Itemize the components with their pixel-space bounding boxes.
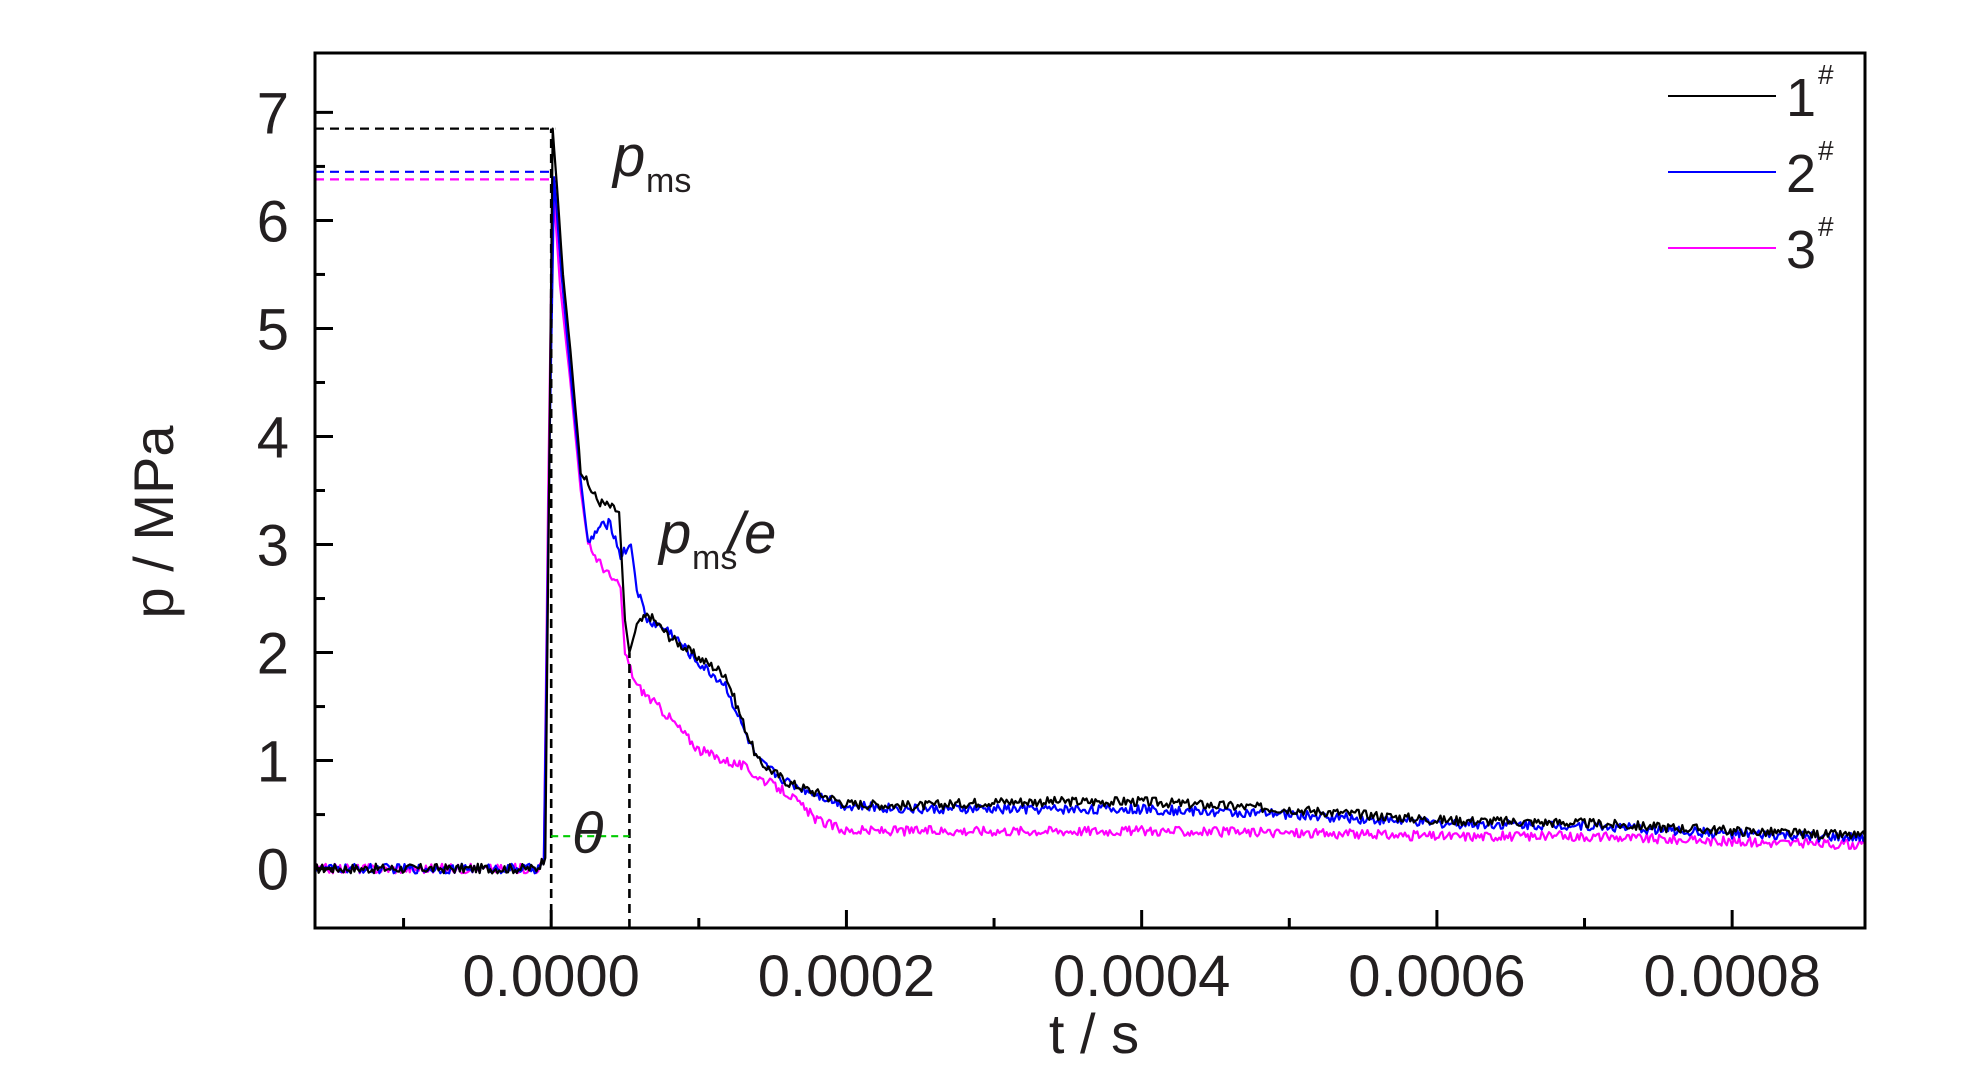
x-tick-label: 0.0004 — [1053, 944, 1230, 1009]
x-tick-label: 0.0000 — [462, 944, 639, 1009]
legend-item-2: 2 # — [1668, 135, 1834, 204]
x-axis-title: t / s — [1049, 1002, 1139, 1063]
series-layer — [313, 127, 1867, 875]
legend-sup-2: # — [1818, 135, 1834, 166]
x-tick-label: 0.0006 — [1348, 944, 1525, 1009]
y-tick-label: 7 — [257, 81, 289, 146]
y-tick-label: 1 — [257, 730, 289, 795]
legend-label-2: 2 — [1786, 144, 1816, 204]
x-tick-label: 0.0002 — [758, 944, 935, 1009]
series-line-1 — [314, 127, 1867, 875]
legend-item-3: 3 # — [1668, 211, 1834, 280]
annotation-theta: θ — [572, 801, 603, 866]
y-tick-label: 0 — [257, 838, 289, 903]
annotation-pms: p ms — [611, 124, 691, 200]
y-tick-label: 6 — [257, 189, 289, 254]
annotation-pms-e-suffix: /e — [724, 501, 776, 566]
y-tick-label: 5 — [257, 297, 289, 362]
annotation-pms-e: p ms /e — [657, 501, 776, 577]
x-tick-label: 0.0008 — [1643, 944, 1820, 1009]
legend-label-3: 3 — [1786, 220, 1816, 280]
y-axis-title: p / MPa — [122, 425, 185, 619]
y-tick-label: 2 — [257, 622, 289, 687]
annotation-pms-e-main: p — [657, 501, 691, 566]
annotation-pms-e-sub: ms — [692, 539, 737, 577]
legend-item-1: 1 # — [1668, 59, 1834, 128]
reference-lines — [315, 127, 631, 928]
annotation-pms-sub: ms — [646, 162, 691, 200]
legend: 1 # 2 # 3 # — [1310, 59, 1840, 302]
legend-sup-3: # — [1818, 211, 1834, 242]
annotation-pms-main: p — [611, 124, 645, 189]
y-tick-label: 4 — [257, 405, 289, 470]
legend-label-1: 1 — [1786, 68, 1816, 128]
legend-background — [1310, 72, 1840, 302]
y-tick-label: 3 — [257, 514, 289, 579]
axis-ticks: 0.0000 0.0002 0.0004 0.0006 0.0008 0 1 2 3 4 5 6 7 — [257, 81, 1821, 1009]
legend-sup-1: # — [1818, 59, 1834, 90]
